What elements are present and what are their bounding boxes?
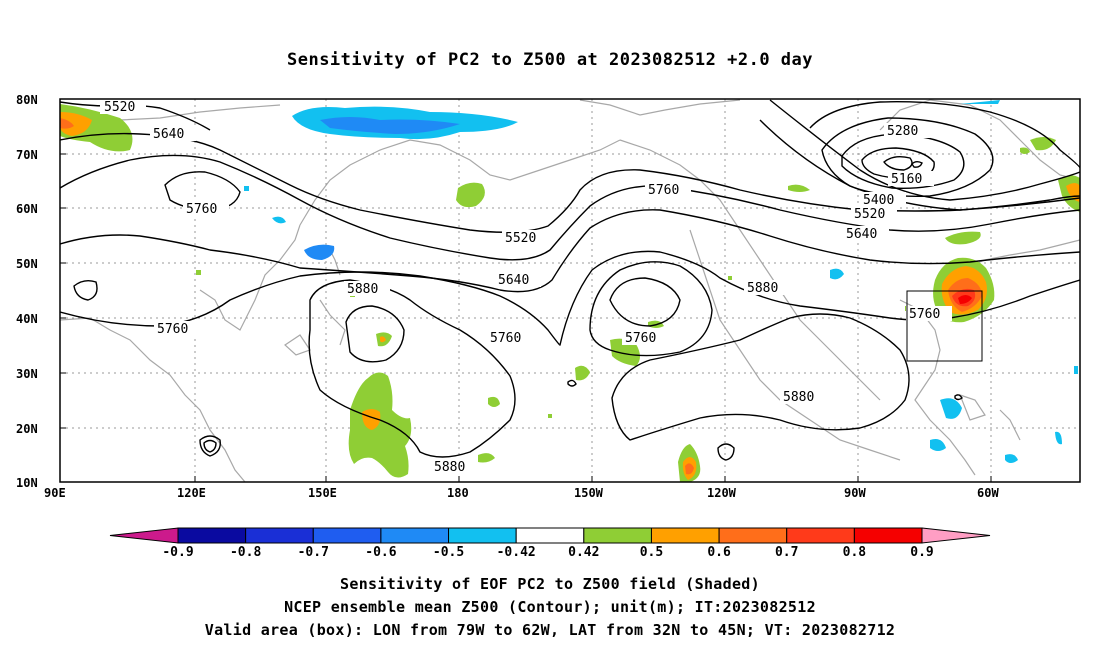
svg-text:90W: 90W bbox=[844, 486, 866, 500]
svg-text:50N: 50N bbox=[16, 257, 38, 271]
svg-text:180: 180 bbox=[447, 486, 469, 500]
svg-text:40N: 40N bbox=[16, 312, 38, 326]
svg-text:150E: 150E bbox=[308, 486, 337, 500]
colorbar-label: -0.6 bbox=[365, 545, 397, 560]
svg-text:5760: 5760 bbox=[625, 331, 656, 346]
colorbar-label: -0.9 bbox=[162, 545, 194, 560]
svg-text:5880: 5880 bbox=[747, 281, 778, 296]
svg-text:90E: 90E bbox=[44, 486, 66, 500]
svg-text:5640: 5640 bbox=[498, 273, 529, 288]
svg-text:80N: 80N bbox=[16, 93, 38, 107]
colorbar-label: -0.42 bbox=[496, 545, 536, 560]
colorbar-swatch bbox=[583, 527, 652, 544]
colorbar-swatch bbox=[515, 527, 585, 544]
svg-text:5520: 5520 bbox=[854, 207, 885, 222]
colorbar-swatch bbox=[448, 527, 517, 544]
tick-marks bbox=[60, 153, 992, 482]
svg-text:60N: 60N bbox=[16, 202, 38, 216]
svg-text:5760: 5760 bbox=[490, 331, 521, 346]
colorbar-swatch bbox=[312, 527, 382, 544]
svg-text:5400: 5400 bbox=[863, 193, 894, 208]
latitude-labels: 80N 70N 60N 50N 40N 30N 20N 10N bbox=[16, 93, 38, 490]
svg-text:5520: 5520 bbox=[505, 231, 536, 246]
svg-text:5760: 5760 bbox=[186, 202, 217, 217]
colorbar-label: 0.42 bbox=[568, 545, 600, 560]
colorbar bbox=[109, 527, 991, 544]
svg-text:150W: 150W bbox=[574, 486, 604, 500]
colorbar-label: 0.7 bbox=[774, 545, 799, 560]
sensitivity-shading bbox=[60, 100, 1080, 482]
svg-text:5520: 5520 bbox=[104, 100, 135, 115]
colorbar-swatch bbox=[380, 527, 450, 544]
map-title: Sensitivity of PC2 to Z500 at 2023082512… bbox=[286, 50, 813, 70]
svg-text:5880: 5880 bbox=[347, 282, 378, 297]
colorbar-swatch bbox=[245, 527, 314, 544]
svg-text:5760: 5760 bbox=[909, 307, 940, 322]
colorbar-swatch bbox=[177, 527, 247, 544]
svg-text:5880: 5880 bbox=[434, 460, 465, 475]
footer-line-3: Valid area (box): LON from 79W to 62W, L… bbox=[204, 621, 896, 639]
footer-line-1: Sensitivity of EOF PC2 to Z500 field (Sh… bbox=[340, 575, 760, 593]
svg-text:5760: 5760 bbox=[648, 183, 679, 198]
colorbar-end-right bbox=[921, 527, 991, 544]
colorbar-swatch bbox=[718, 527, 788, 544]
svg-text:5160: 5160 bbox=[891, 172, 922, 187]
contour-labels: 5520 5640 5760 5280 5160 5400 5520 5640 … bbox=[100, 99, 952, 475]
colorbar-label: 0.8 bbox=[842, 545, 867, 560]
svg-text:20N: 20N bbox=[16, 422, 38, 436]
colorbar-swatch bbox=[853, 527, 923, 544]
svg-text:120W: 120W bbox=[707, 486, 737, 500]
colorbar-end-left bbox=[109, 527, 179, 544]
svg-text:120E: 120E bbox=[177, 486, 206, 500]
shade-positive-central-pacific bbox=[348, 372, 412, 478]
shade-negative-japan bbox=[304, 244, 335, 260]
svg-text:5640: 5640 bbox=[846, 227, 877, 242]
plot-frame bbox=[59, 98, 1081, 483]
longitude-labels: 90E 120E 150E 180 150W 120W 90W 60W bbox=[44, 486, 999, 500]
colorbar-label: 0.5 bbox=[639, 545, 664, 560]
svg-text:60W: 60W bbox=[977, 486, 999, 500]
svg-text:5760: 5760 bbox=[157, 322, 188, 337]
footer-line-2: NCEP ensemble mean Z500 (Contour); unit(… bbox=[284, 598, 816, 616]
shade-negative-north-pacific-core bbox=[320, 117, 460, 134]
colorbar-swatch bbox=[650, 527, 720, 544]
grid-lines bbox=[60, 99, 1080, 482]
colorbar-label: -0.5 bbox=[432, 545, 465, 560]
svg-text:5880: 5880 bbox=[783, 390, 814, 405]
svg-text:5280: 5280 bbox=[887, 124, 918, 139]
valid-area-box bbox=[906, 290, 983, 362]
svg-text:5640: 5640 bbox=[153, 127, 184, 142]
colorbar-label: 0.6 bbox=[707, 545, 731, 560]
svg-text:10N: 10N bbox=[16, 476, 38, 490]
colorbar-label: -0.7 bbox=[297, 545, 329, 560]
colorbar-label: -0.8 bbox=[229, 545, 262, 560]
svg-text:70N: 70N bbox=[16, 148, 38, 162]
colorbar-swatch bbox=[786, 527, 855, 544]
svg-text:30N: 30N bbox=[16, 367, 38, 381]
colorbar-label: 0.9 bbox=[910, 545, 934, 560]
